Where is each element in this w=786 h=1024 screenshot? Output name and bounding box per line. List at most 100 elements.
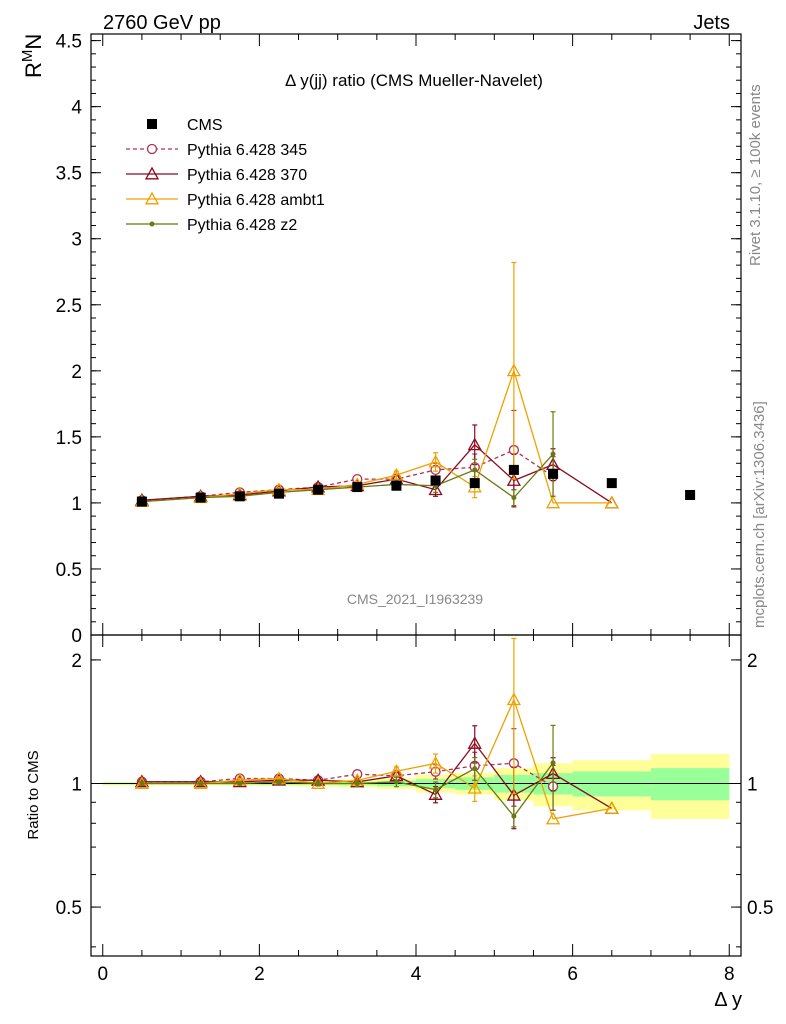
point-marker — [604, 801, 619, 814]
cms-data-point — [273, 488, 284, 499]
stat-uncertainty-band — [650, 768, 730, 801]
point-marker — [237, 780, 243, 786]
series-line-ratio — [141, 762, 554, 818]
point-marker — [198, 780, 204, 786]
point-marker — [472, 467, 478, 473]
cms-data-point — [313, 484, 324, 495]
y-tick-label-main: 2.5 — [56, 296, 82, 317]
point-marker — [232, 774, 247, 788]
cms-data-point — [685, 489, 696, 500]
cms-data-layer — [136, 464, 696, 507]
y-tick-label-ratio-right: 1 — [747, 774, 758, 795]
y-tick-label-ratio: 2 — [71, 651, 82, 672]
y-tick-label-main: 4 — [71, 98, 82, 119]
point-marker — [550, 760, 556, 766]
rivet-version-label: Rivet 3.1.10, ≥ 100k events — [747, 84, 764, 266]
y-tick-label-ratio: 1 — [71, 774, 82, 795]
point-marker — [545, 811, 561, 825]
plot-title: Δ y(jj) ratio (CMS Mueller-Navelet) — [285, 71, 543, 90]
legend-label: Pythia 6.428 345 — [187, 142, 307, 159]
legend-label: Pythia 6.428 ambt1 — [187, 192, 325, 209]
mcplots-label: mcplots.cern.ch [arXiv:1306.3436] — [751, 401, 768, 628]
header-right: Jets — [693, 12, 730, 34]
cms-data-point — [136, 496, 147, 507]
y-tick-label-main: 0 — [71, 626, 82, 647]
series-layer — [134, 261, 619, 830]
cms-data-point — [548, 468, 559, 479]
point-marker — [146, 143, 158, 155]
point-marker — [511, 813, 517, 819]
cms-data-point — [430, 475, 441, 486]
legend-label-cms: CMS — [187, 117, 223, 134]
x-tick-label: 2 — [254, 964, 265, 985]
series-line-ratio — [141, 762, 554, 788]
cms-data-point — [234, 491, 245, 502]
point-marker — [389, 763, 404, 777]
x-tick-label: 6 — [567, 964, 578, 985]
x-tick-label: 0 — [97, 964, 108, 985]
point-marker — [144, 191, 160, 205]
y-tick-label-main: 0.5 — [56, 560, 82, 581]
point-marker — [472, 766, 478, 772]
point-marker — [149, 221, 155, 227]
y-tick-label-main: 1 — [71, 494, 82, 515]
point-marker — [428, 787, 443, 800]
y-tick-label-main: 3 — [71, 230, 82, 251]
point-marker — [506, 692, 521, 706]
cms-data-point — [352, 482, 363, 493]
legend-label: Pythia 6.428 370 — [187, 167, 307, 184]
header-left: 2760 GeV pp — [103, 12, 221, 34]
legend-label: Pythia 6.428 z2 — [187, 217, 297, 234]
cms-data-point — [508, 464, 519, 475]
point-marker — [511, 495, 517, 501]
y-tick-label-main: 1.5 — [56, 428, 82, 449]
point-marker — [134, 774, 150, 788]
point-marker — [428, 482, 443, 496]
point-marker — [354, 780, 360, 786]
y-axis-label-ratio: Ratio to CMS — [25, 750, 42, 839]
series-line-main — [141, 443, 613, 504]
cms-data-point — [195, 492, 206, 503]
axes: 0 0.5 1 1.5 2 2.5 3 3.5 4 4.5 0.5 0.5 1 1 2 2 0 2 4 6 8 — [56, 32, 774, 985]
point-marker — [315, 780, 321, 786]
series-line-main — [141, 449, 554, 501]
point-marker — [506, 363, 521, 377]
frames — [90, 33, 742, 957]
legend-marker-cms — [147, 119, 157, 129]
point-marker — [139, 780, 145, 786]
point-marker — [550, 451, 556, 457]
y-axis-label-main: RMN — [19, 34, 46, 78]
point-marker — [428, 454, 443, 468]
point-marker — [545, 495, 561, 509]
series-line-ratio — [141, 742, 613, 809]
point-marker — [393, 779, 399, 785]
y-tick-label-main: 4.5 — [56, 32, 82, 53]
point-marker — [428, 756, 443, 769]
x-axis-label: Δ y — [714, 989, 742, 1011]
point-marker — [604, 495, 619, 509]
point-marker — [433, 787, 439, 793]
series-line-main — [141, 368, 612, 504]
point-marker — [506, 473, 521, 486]
point-marker — [506, 787, 521, 801]
analysis-watermark: CMS_2021_I1963239 — [347, 591, 483, 607]
y-tick-label-main: 2 — [71, 362, 82, 383]
y-tick-label-ratio-right: 0.5 — [747, 898, 773, 919]
ratio-panel-frame — [90, 634, 742, 957]
y-tick-label-ratio: 0.5 — [56, 898, 82, 919]
cms-data-point — [469, 478, 480, 489]
point-marker — [467, 736, 482, 749]
legend: CMS Pythia 6.428 345 Pythia 6.428 370 Pythi… — [126, 117, 325, 234]
point-marker — [193, 774, 208, 788]
point-marker — [467, 780, 482, 794]
point-marker — [144, 166, 160, 180]
y-tick-label-ratio-right: 2 — [747, 651, 758, 672]
point-marker — [276, 779, 282, 785]
x-tick-label: 4 — [411, 964, 422, 985]
point-marker — [467, 437, 482, 451]
series-line-ratio — [141, 697, 612, 820]
y-tick-label-main: 3.5 — [56, 164, 82, 185]
cms-data-point — [606, 478, 617, 489]
cms-data-point — [391, 480, 402, 491]
